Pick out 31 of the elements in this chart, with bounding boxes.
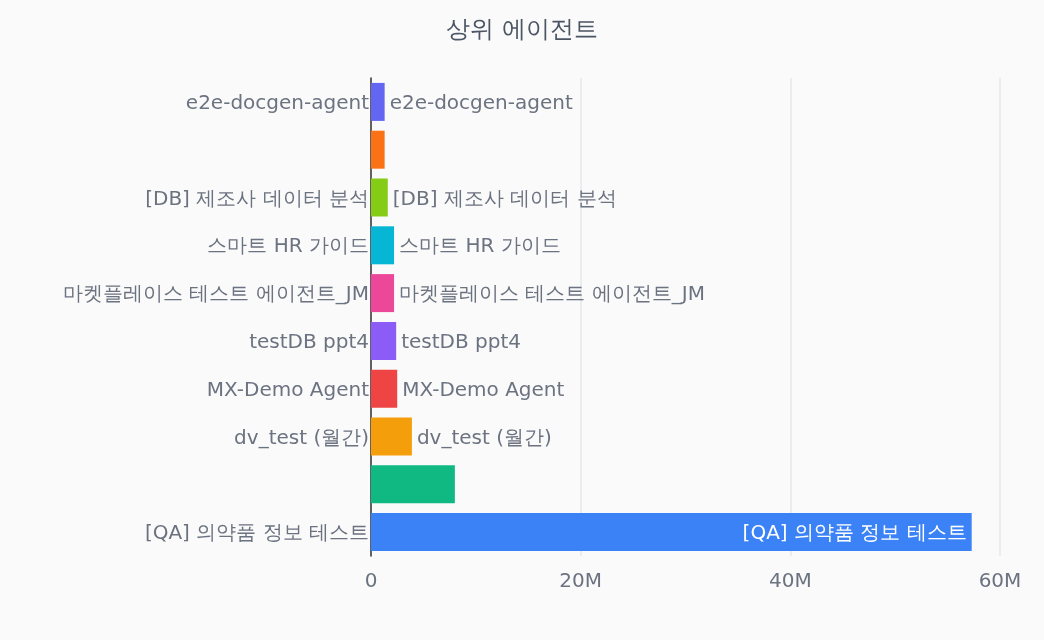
data-label: e2e-docgen-agent (389, 89, 573, 114)
bar (371, 513, 972, 552)
data-label: MX-Demo Agent (402, 376, 565, 401)
bar (371, 369, 398, 408)
y-tick-label: [QA] 의약품 정보 테스트 (144, 520, 369, 545)
y-tick-label: [DB] 제조사 데이터 분석 (145, 185, 369, 210)
bar (371, 178, 388, 217)
data-label: [QA] 의약품 정보 테스트 (742, 520, 967, 545)
bar (371, 226, 395, 265)
data-label: 스마트 HR 가이드 (399, 233, 561, 258)
bar (371, 274, 395, 313)
x-tick-label: 0 (364, 568, 378, 592)
bar (371, 417, 412, 456)
data-label: 마켓플레이스 테스트 에이전트_JM (399, 281, 705, 306)
y-tick-label: dv_test (월간) (234, 424, 369, 449)
data-label: testDB ppt4 (401, 328, 521, 353)
bar (371, 465, 455, 504)
y-tick-label: MX-Demo Agent (206, 376, 370, 401)
bar (371, 321, 397, 360)
y-tick-label: 스마트 HR 가이드 (207, 233, 369, 258)
y-tick-label: testDB ppt4 (249, 328, 369, 353)
x-tick-label: 40M (768, 568, 812, 592)
y-tick-label: 마켓플레이스 테스트 에이전트_JM (63, 281, 369, 306)
chart-title: 상위 에이전트 (446, 15, 598, 43)
x-tick-label: 20M (559, 568, 603, 592)
bar (371, 82, 385, 121)
data-label: dv_test (월간) (416, 424, 552, 449)
bar (371, 130, 385, 169)
x-tick-label: 60M (978, 568, 1022, 592)
data-label: [DB] 제조사 데이터 분석 (392, 185, 617, 210)
y-tick-label: e2e-docgen-agent (185, 89, 370, 114)
